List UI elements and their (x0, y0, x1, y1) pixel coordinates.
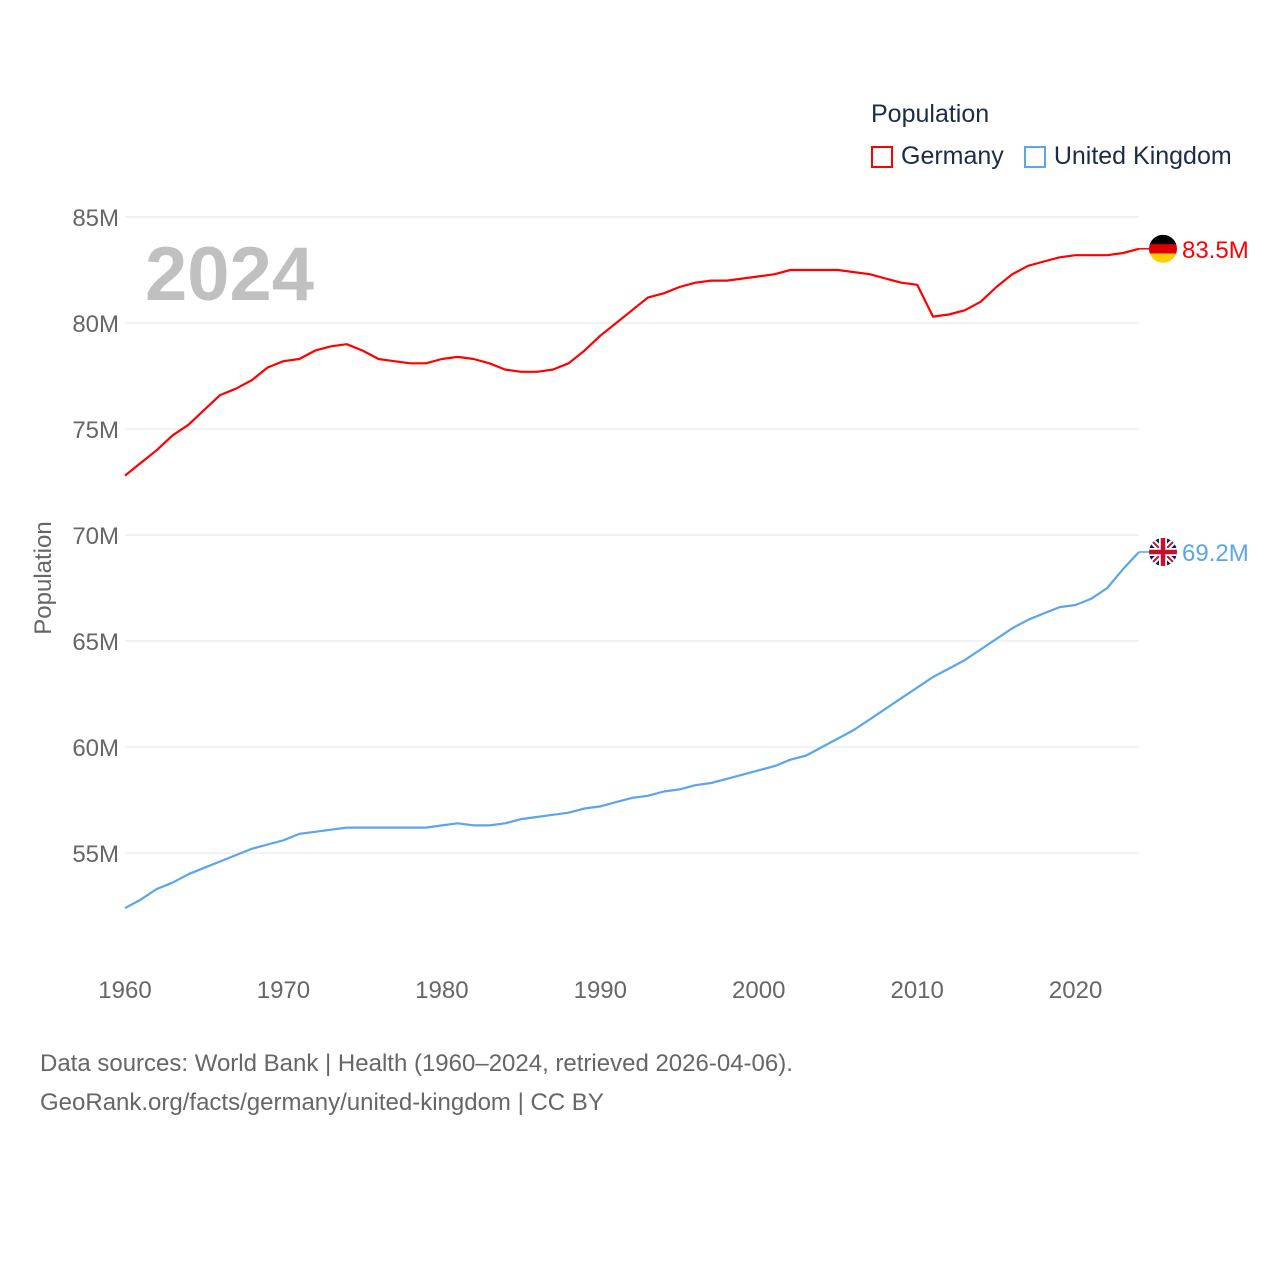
legend-item-uk[interactable]: United Kingdom (1053, 142, 1232, 170)
legend-swatch-uk (1023, 145, 1046, 168)
legend: Germany United Kingdom (871, 142, 1232, 171)
x-tick-label: 1980 (415, 977, 468, 1004)
legend-item-germany[interactable]: Germany (901, 142, 1004, 170)
x-tick-label: 1990 (574, 977, 627, 1004)
flag-cross-red (1149, 537, 1177, 566)
legend-title: Population (871, 100, 990, 128)
y-tick-label: 85M (72, 205, 119, 232)
series-line-uk (124, 551, 1140, 910)
y-tick-label: 80M (72, 311, 119, 338)
end-value-label: 83.5M (1182, 237, 1249, 264)
x-tick-label: 2020 (1049, 977, 1102, 1004)
flag-stripe (1149, 253, 1177, 263)
legend-swatch-germany (871, 145, 893, 168)
flag-stripe (1149, 244, 1177, 254)
x-tick-label: 1970 (257, 977, 310, 1004)
source-link[interactable]: GeoRank.org/facts/germany/united-kingdom… (40, 1089, 604, 1116)
x-tick-label: 1960 (98, 977, 151, 1004)
series-line-germany (124, 247, 1140, 477)
germany-flag-icon (1149, 234, 1177, 263)
y-axis-title: Population (30, 521, 57, 634)
y-tick-label: 65M (72, 629, 119, 656)
data-source-text: Data sources: World Bank | Health (1960–… (40, 1050, 793, 1077)
x-tick-label: 2000 (732, 977, 785, 1004)
y-tick-label: 75M (72, 417, 119, 444)
flag-stripe (1149, 234, 1177, 245)
year-label: 2024 (145, 232, 314, 317)
y-tick-label: 55M (72, 841, 119, 868)
end-value-label: 69.2M (1182, 540, 1249, 567)
y-tick-label: 60M (72, 735, 119, 762)
uk-flag-icon (1149, 537, 1177, 566)
footer: Data sources: World Bank | Health (1960–… (40, 1044, 793, 1122)
y-tick-label: 70M (72, 523, 119, 550)
x-tick-label: 2010 (890, 977, 943, 1004)
